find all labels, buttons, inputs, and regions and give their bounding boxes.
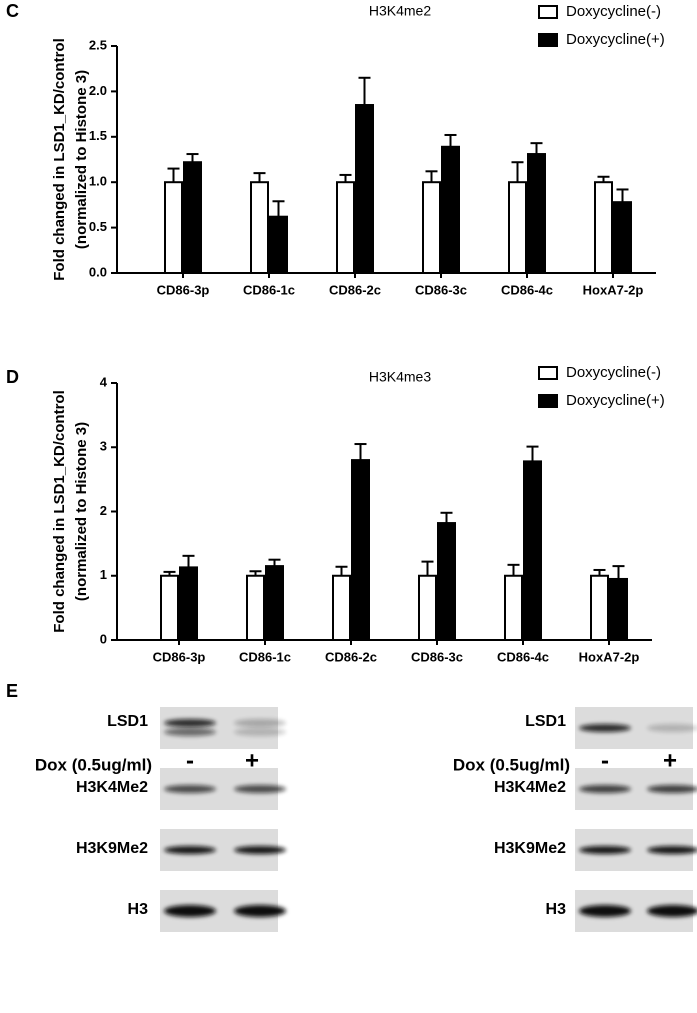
bar [351,459,370,641]
y-tick-label: 1.0 [89,174,107,189]
lane-label: - [186,747,194,774]
y-tick-label: 3 [100,439,107,454]
bar [613,201,632,274]
y-tick-label: 0 [100,631,107,646]
y-tick-label: 2.0 [89,83,107,98]
bar [437,522,456,641]
y-tick-label: 0.5 [89,219,107,234]
panel-label: E [6,681,18,701]
x-tick-label: CD86-4c [497,649,549,664]
legend-swatch [538,366,558,380]
blot-band [164,905,216,917]
bar [422,181,441,274]
bar [164,181,183,274]
bar [332,574,351,641]
y-tick-label: 1.5 [89,128,107,143]
y-tick-label: 2.5 [89,37,107,52]
x-tick-label: CD86-3p [153,649,206,664]
row-label: LSD1 [525,713,566,730]
blot-band [234,719,286,727]
blot-band [164,785,216,793]
y-axis-label: (normalized to Histone 3) [73,422,90,601]
panel-label: C [6,1,19,21]
blot-band [234,905,286,917]
legend-label: Doxycycline(-) [566,364,661,381]
y-tick-label: 1 [100,567,107,582]
row-label: H3K9Me2 [494,840,566,857]
bar [160,574,179,641]
bar [504,574,523,641]
bar [269,215,288,274]
panel-label: D [6,367,19,387]
bar [418,574,437,641]
x-tick-label: CD86-2c [329,282,381,297]
blot-band [164,846,216,854]
blot-band [234,785,286,793]
bar [523,460,542,642]
treatment-label: Dox (0.5ug/ml) [453,755,570,774]
x-tick-label: CD86-1c [239,649,291,664]
lane-label: + [663,747,677,774]
legend-label: Doxycycline(-) [566,3,661,20]
blot-band [647,846,697,854]
legend-label: Doxycycline(+) [566,392,665,409]
x-tick-label: CD86-1c [243,282,295,297]
x-tick-label: HoxA7-2p [583,282,644,297]
chart-title: H3K4me3 [369,369,431,385]
bar [527,153,546,274]
y-tick-label: 0.0 [89,264,107,279]
blot-band [579,785,631,793]
y-axis-label: Fold changed in LSD1_KD/control [51,390,68,633]
blot-band [234,846,286,854]
blot-band [164,719,216,727]
blot-band [579,846,631,854]
x-tick-label: CD86-3c [415,282,467,297]
blot-membrane [160,707,278,749]
bar [508,181,527,274]
row-label: H3K4Me2 [76,779,148,796]
blot-band [579,905,631,917]
blot-band [647,905,697,917]
treatment-label: Dox (0.5ug/ml) [35,755,152,774]
bar [609,577,628,642]
blot-band [579,724,631,732]
x-tick-label: CD86-4c [501,282,553,297]
bar [590,574,609,641]
y-axis-label: Fold changed in LSD1_KD/control [51,38,68,281]
y-tick-label: 2 [100,503,107,518]
blot-band [647,724,697,732]
row-label: H3 [546,901,567,918]
y-tick-label: 4 [100,374,108,389]
legend-swatch [538,33,558,47]
bar [336,181,355,274]
chart-title: H3K4me2 [369,3,431,19]
x-tick-label: HoxA7-2p [579,649,640,664]
bar [179,566,198,642]
row-label: H3 [128,901,149,918]
bar [246,574,265,641]
x-tick-label: CD86-3c [411,649,463,664]
x-tick-label: CD86-3p [157,282,210,297]
row-label: H3K4Me2 [494,779,566,796]
bar [183,161,202,274]
legend-label: Doxycycline(+) [566,31,665,48]
bar [594,181,613,274]
x-tick-label: CD86-2c [325,649,377,664]
row-label: H3K9Me2 [76,840,148,857]
legend-swatch [538,5,558,19]
row-label: LSD1 [107,713,148,730]
bar [441,145,460,274]
blot-band [234,728,286,736]
lane-label: + [245,747,259,774]
blot-band [164,728,216,736]
blot-band [647,785,697,793]
bar [250,181,269,274]
legend-swatch [538,394,558,408]
lane-label: - [601,747,609,774]
y-axis-label: (normalized to Histone 3) [73,70,90,249]
bar [265,565,284,641]
bar [355,104,374,274]
